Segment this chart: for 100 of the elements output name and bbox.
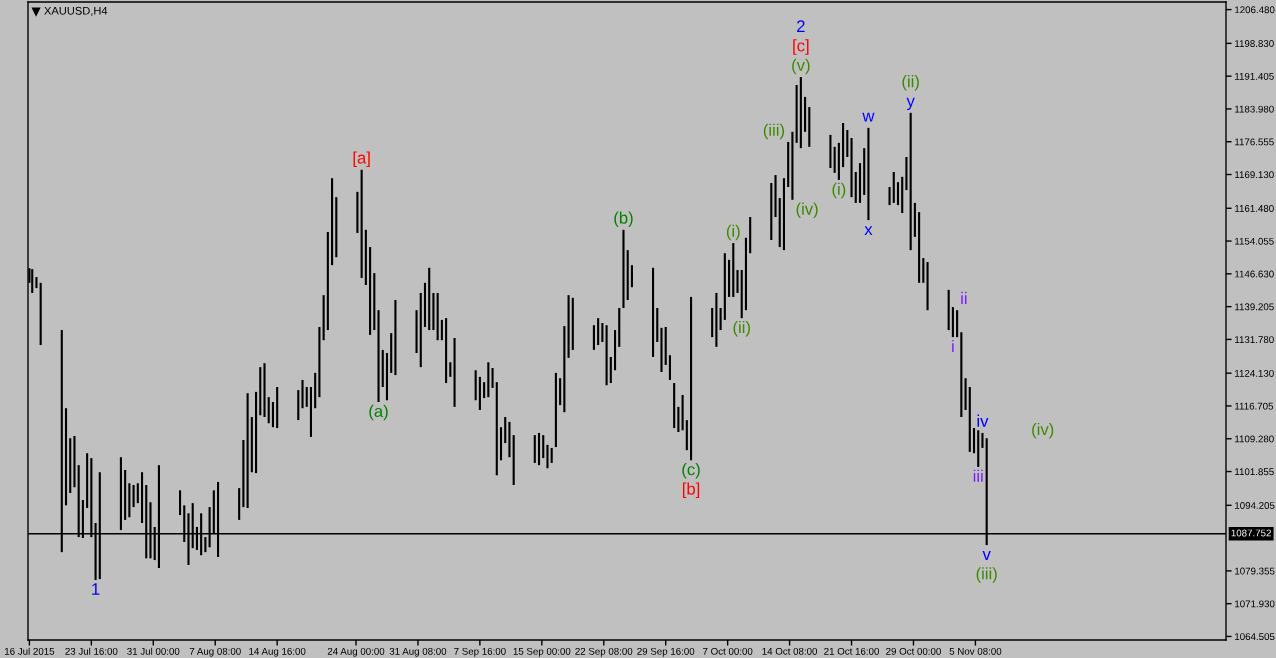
y-tick-label: 1101.855 <box>1235 468 1274 476</box>
bar <box>960 332 963 418</box>
ref-line-label: 1087.752 <box>1231 529 1271 537</box>
x-tick-label: 24 Aug 00:00 <box>327 647 385 657</box>
annotation: (iii) <box>976 567 997 583</box>
bar <box>651 267 655 357</box>
bar <box>495 382 498 476</box>
bar <box>947 289 950 331</box>
bar <box>546 444 549 469</box>
bar <box>846 130 849 157</box>
bar <box>728 259 731 297</box>
bar <box>436 292 439 341</box>
bar <box>782 178 786 251</box>
bar <box>238 488 241 520</box>
bar <box>719 307 722 331</box>
bar <box>926 262 929 311</box>
bar <box>618 307 621 347</box>
bar <box>795 85 798 143</box>
bar <box>381 349 384 388</box>
annotation: 1 <box>92 583 100 595</box>
bar <box>867 127 870 221</box>
annotation: (a) <box>369 404 388 421</box>
bar <box>246 393 249 508</box>
y-tick-label: 1109.280 <box>1235 435 1274 443</box>
bar <box>335 197 338 258</box>
x-tick-label: 21 Oct 16:00 <box>824 647 879 655</box>
bar <box>559 378 562 406</box>
bar <box>630 265 633 288</box>
bar <box>276 387 279 429</box>
bar <box>124 470 127 520</box>
bar <box>140 472 144 523</box>
bar <box>73 436 76 488</box>
bar <box>858 163 862 203</box>
y-tick-label: 1116.705 <box>1235 402 1274 410</box>
bar <box>664 326 667 365</box>
bar <box>373 273 376 331</box>
bar <box>326 232 329 331</box>
bar <box>622 229 625 308</box>
x-tick-label: 15 Sep 00:00 <box>513 647 571 657</box>
bar <box>512 435 515 486</box>
bar <box>394 300 397 376</box>
bar <box>905 156 908 191</box>
bar <box>740 270 743 319</box>
annotation: (iii) <box>763 123 785 140</box>
bar <box>309 387 313 437</box>
bar <box>896 182 900 206</box>
bar <box>774 175 777 218</box>
bar <box>597 318 600 346</box>
bar <box>567 295 570 358</box>
bar <box>259 367 262 416</box>
bar <box>563 326 566 413</box>
bar <box>837 142 840 180</box>
y-tick-label: 1198.830 <box>1235 40 1274 47</box>
bar <box>968 387 971 452</box>
x-tick-label: 23 Jul 16:00 <box>65 647 118 655</box>
x-tick-label: 29 Oct 00:00 <box>886 647 941 655</box>
bar <box>64 408 68 506</box>
bar <box>132 485 135 508</box>
bar <box>732 243 735 297</box>
bar <box>483 382 486 399</box>
bar <box>715 292 718 347</box>
bar <box>972 428 976 454</box>
y-tick-label: 1154.055 <box>1235 237 1274 245</box>
y-tick-label: 1094.205 <box>1235 502 1275 509</box>
bar <box>423 282 427 327</box>
bar <box>808 107 811 147</box>
bar <box>829 134 832 169</box>
bar <box>850 137 853 198</box>
annotation: i <box>952 339 954 352</box>
bar <box>964 378 967 410</box>
bar <box>804 96 807 132</box>
bar <box>913 202 916 237</box>
x-tick-label: 14 Oct 08:00 <box>762 647 818 655</box>
bar <box>681 394 684 431</box>
bar <box>136 483 139 504</box>
x-tick-label: 7 Sep 16:00 <box>454 647 506 657</box>
annotation: [c] <box>793 39 809 55</box>
bar <box>301 379 304 409</box>
annotation: (iv) <box>1032 422 1054 439</box>
bar <box>428 267 431 331</box>
bar <box>263 363 266 418</box>
bar <box>415 310 418 354</box>
annotation: x <box>864 226 873 235</box>
bar <box>909 112 912 251</box>
bar <box>491 368 494 388</box>
x-tick-label: 14 Aug 16:00 <box>249 647 306 657</box>
bar <box>863 148 866 195</box>
x-tick-label: 31 Aug 08:00 <box>389 647 447 657</box>
bar <box>711 307 714 338</box>
y-tick-label: 1139.205 <box>1235 303 1274 311</box>
x-tick-label: 7 Oct 00:00 <box>703 647 753 655</box>
bar <box>592 325 595 350</box>
bar <box>178 490 182 516</box>
x-tick-label: 16 Jul 2015 <box>5 647 55 655</box>
bar <box>723 253 726 320</box>
bar <box>749 217 752 254</box>
annotation: (iv) <box>796 202 818 219</box>
bar <box>744 237 748 311</box>
bar <box>656 307 659 342</box>
bar <box>474 370 477 401</box>
